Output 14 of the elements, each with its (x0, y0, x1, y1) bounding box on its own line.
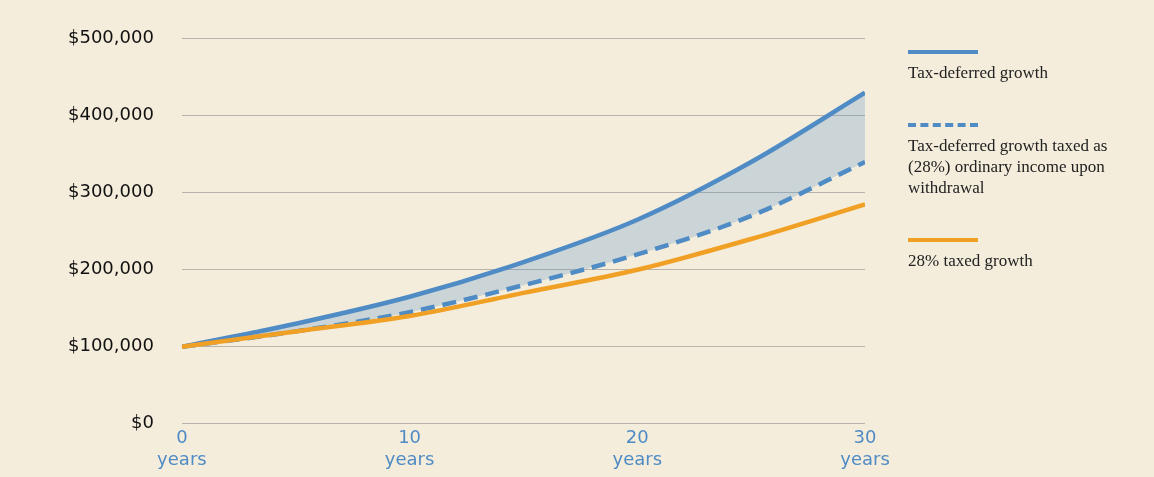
x-tick-label: 20 years (612, 426, 663, 469)
legend-label: 28% taxed growth (908, 250, 1034, 271)
y-tick-label: $300,000 (68, 180, 154, 202)
y-tick-label: $100,000 (68, 334, 154, 356)
y-tick-label: $200,000 (68, 257, 154, 279)
y-tick-label: $500,000 (68, 26, 154, 48)
line-series (181, 202, 865, 350)
legend-label: Tax-deferred growth taxed as (28%) ordinary income upon withdrawal (908, 135, 1109, 198)
legend-label: Tax-deferred growth (908, 62, 1049, 83)
y-tick-label: $0 (130, 411, 154, 433)
x-tick-label: 10 years (384, 426, 435, 469)
y-tick-label: $400,000 (68, 103, 154, 125)
x-tick-label: 0 years (157, 426, 207, 469)
x-tick-label: 30 years (840, 426, 890, 469)
